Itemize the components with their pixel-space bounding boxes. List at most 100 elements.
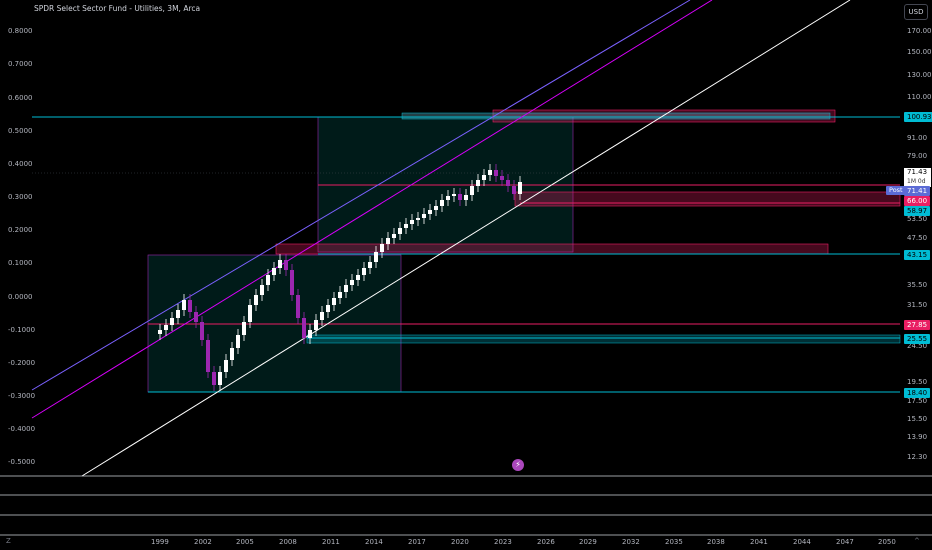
candle-body: [248, 305, 252, 322]
zone-box: [401, 112, 831, 120]
candle-body: [386, 238, 390, 244]
left-axis-label: -0.2000: [8, 359, 36, 367]
left-axis-label: -0.4000: [8, 425, 36, 433]
currency-button[interactable]: USD: [904, 4, 928, 20]
time-axis-label: 2023: [494, 538, 512, 546]
candle-body: [260, 285, 264, 295]
time-axis-label: 2050: [878, 538, 896, 546]
candle-body: [350, 280, 354, 285]
post-market-tag: Post: [886, 186, 906, 195]
candle-body: [170, 318, 174, 325]
level-badge: 43.15: [904, 250, 931, 260]
caret-up-icon[interactable]: ^: [914, 537, 920, 545]
time-axis-label: 2020: [451, 538, 469, 546]
time-axis-label: 2035: [665, 538, 683, 546]
candle-body: [380, 244, 384, 252]
right-axis-label: 19.50: [907, 378, 928, 386]
candle-body: [422, 214, 426, 218]
candle-body: [188, 300, 192, 312]
candle-body: [332, 298, 336, 305]
candle-body: [398, 228, 402, 234]
right-axis-label: 110.00: [907, 93, 932, 101]
zone-box: [514, 191, 901, 207]
candle-body: [176, 310, 180, 318]
time-axis-label: 2038: [707, 538, 725, 546]
time-axis-label: 1999: [151, 538, 169, 546]
right-axis-label: 150.00: [907, 48, 932, 56]
candle-body: [446, 196, 450, 200]
time-axis-label: 2005: [236, 538, 254, 546]
channel-line: [31, 0, 713, 419]
candle-body: [452, 194, 456, 196]
time-axis-label: 2029: [579, 538, 597, 546]
candle-body: [518, 182, 522, 194]
candle-body: [440, 200, 444, 206]
last-price-value: 71.43: [907, 168, 928, 176]
candle-body: [410, 220, 414, 224]
time-axis-label: 2014: [365, 538, 383, 546]
post-market-price: 71.41: [904, 186, 931, 196]
candle-body: [470, 186, 474, 195]
candle-body: [512, 186, 516, 194]
time-axis-label: 2008: [279, 538, 297, 546]
level-badge: 100.93: [904, 112, 932, 122]
candle-body: [242, 322, 246, 335]
gear-icon[interactable]: Z: [6, 537, 11, 545]
candle-body: [344, 285, 348, 292]
candle-body: [266, 275, 270, 285]
time-axis-label: 2044: [793, 538, 811, 546]
right-axis-label: 91.00: [907, 134, 928, 142]
candle-body: [296, 295, 300, 318]
time-axis-label: 2002: [194, 538, 212, 546]
left-axis-label: 0.0000: [8, 293, 33, 301]
right-axis-label: 35.50: [907, 281, 928, 289]
candle-body: [320, 312, 324, 320]
left-axis-label: -0.5000: [8, 458, 36, 466]
candle-body: [416, 218, 420, 220]
right-axis-label: 53.50: [907, 215, 928, 223]
candle-body: [272, 268, 276, 275]
candle-body: [254, 295, 258, 305]
time-axis-label: 2032: [622, 538, 640, 546]
candle-body: [338, 292, 342, 298]
candle-body: [182, 300, 186, 310]
candle-body: [362, 268, 366, 275]
candle-body: [206, 340, 210, 372]
left-axis-label: 0.1000: [8, 259, 33, 267]
time-axis-label: 2026: [537, 538, 555, 546]
right-axis-label: 12.30: [907, 453, 928, 461]
candle-body: [482, 175, 486, 180]
channel-line: [31, 0, 691, 391]
zone-box: [306, 334, 901, 344]
left-axis-label: -0.1000: [8, 326, 36, 334]
left-axis-label: 0.5000: [8, 127, 33, 135]
right-axis-label: 31.50: [907, 301, 928, 309]
level-badge: 66.00: [904, 196, 931, 206]
candle-body: [506, 180, 510, 186]
time-axis-label: 2017: [408, 538, 426, 546]
candle-body: [164, 325, 168, 330]
left-axis-label: 0.2000: [8, 226, 33, 234]
candle-body: [308, 330, 312, 338]
level-badge: 18.40: [904, 388, 931, 398]
candle-body: [476, 180, 480, 186]
candle-body: [278, 260, 282, 268]
left-axis-label: -0.3000: [8, 392, 36, 400]
left-axis-label: 0.4000: [8, 160, 33, 168]
dividend-event-icon[interactable]: ⚡: [512, 459, 524, 471]
candle-body: [458, 194, 462, 200]
right-axis-label: 13.90: [907, 433, 928, 441]
left-axis-label: 0.7000: [8, 60, 33, 68]
candle-body: [356, 275, 360, 280]
candle-body: [302, 318, 306, 338]
candle-body: [200, 322, 204, 340]
time-axis-label: 2047: [836, 538, 854, 546]
candle-body: [434, 206, 438, 210]
right-axis-label: 170.00: [907, 27, 932, 35]
level-badge: 27.85: [904, 320, 931, 330]
right-axis-label: 24.50: [907, 342, 928, 350]
zone-box: [275, 243, 829, 255]
chart-title: SPDR Select Sector Fund - Utilities, 3M,…: [34, 4, 201, 13]
left-axis-label: 0.3000: [8, 193, 33, 201]
